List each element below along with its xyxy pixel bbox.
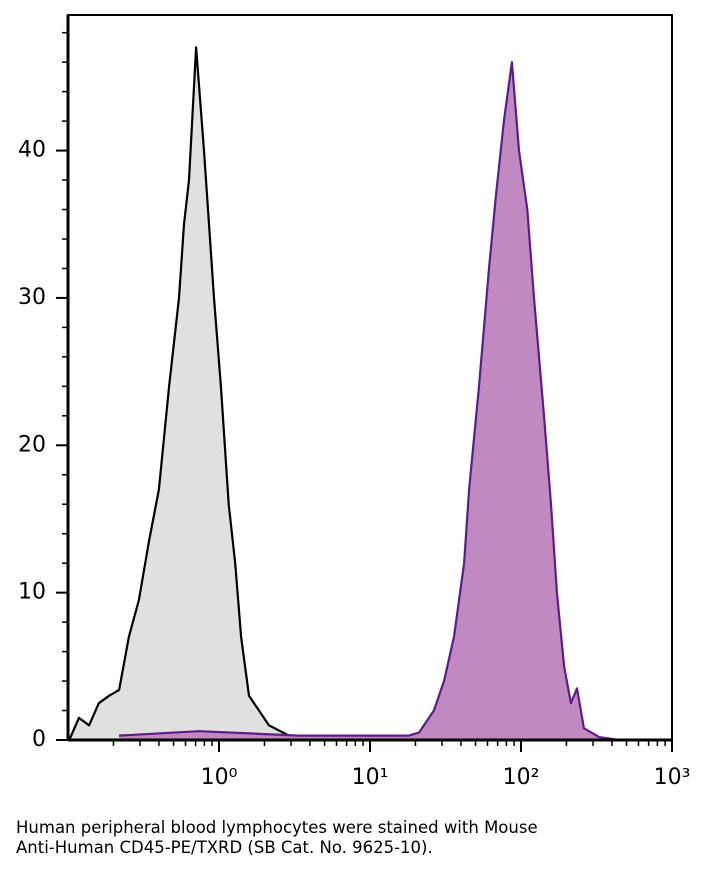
x-tick-label: 10²: [503, 765, 540, 790]
histogram-area: [69, 47, 360, 740]
histogram-line: [119, 61, 620, 742]
y-tick-label: 40: [18, 138, 46, 163]
y-tick-label: 30: [18, 285, 46, 310]
caption-line: Anti-Human CD45-PE/TXRD (SB Cat. No. 962…: [16, 838, 433, 857]
chart: 0 10 20 30 40 10⁰ 10¹ 10² 10³: [18, 14, 691, 790]
y-tick-label: 20: [18, 432, 46, 457]
y-tick-label: 0: [32, 727, 46, 752]
x-tick-label: 10¹: [352, 765, 389, 790]
x-tick-label: 10⁰: [201, 765, 238, 790]
histogram-line: [68, 46, 359, 742]
x-tick-label: 10³: [654, 765, 691, 790]
y-tick-label: 10: [18, 580, 46, 605]
caption-line: Human peripheral blood lymphocytes were …: [16, 818, 538, 837]
histogram-area: [119, 62, 619, 740]
